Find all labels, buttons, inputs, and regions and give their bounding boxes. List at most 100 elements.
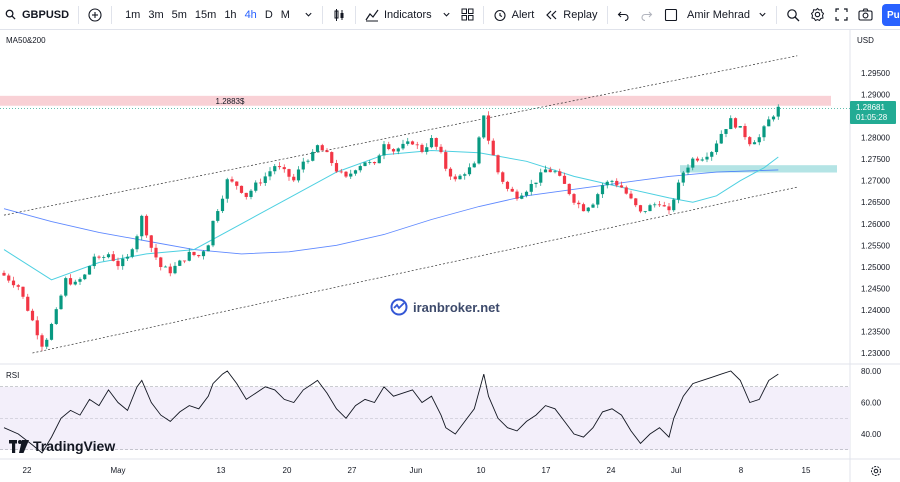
redo-button[interactable]	[635, 0, 658, 30]
symbol-label: GBPUSD	[22, 8, 70, 21]
candle-body	[672, 199, 676, 211]
candle-body	[624, 187, 628, 194]
candle-body	[311, 151, 315, 161]
fullscreen-icon	[835, 8, 848, 21]
candle-body	[562, 175, 567, 184]
undo-button[interactable]	[612, 0, 635, 30]
candle-body	[600, 185, 605, 195]
candle-body	[458, 175, 462, 180]
candle-body	[249, 190, 253, 197]
chart-settings-button[interactable]	[870, 464, 882, 482]
candle-body	[121, 258, 125, 267]
quick-search-button[interactable]	[781, 0, 805, 30]
candle-body	[144, 215, 149, 236]
publish-button[interactable]: Pu	[882, 4, 900, 26]
compare-button[interactable]	[83, 0, 107, 30]
candle-body	[178, 260, 182, 266]
symbol-search[interactable]: GBPUSD	[0, 0, 74, 30]
candle-body	[548, 169, 552, 173]
timeframe-4h[interactable]: 4h	[244, 8, 257, 21]
candle-body	[463, 174, 467, 176]
top-toolbar: GBPUSD 1m 3m 5m 15m 1h 4h D M Indicators Alert …	[0, 0, 900, 30]
candle-body	[505, 181, 510, 189]
candle-body	[429, 138, 434, 148]
candle-body	[116, 260, 120, 267]
candle-body	[539, 172, 543, 183]
candle-body	[173, 265, 177, 274]
candle-body	[591, 204, 595, 208]
candle-body	[87, 266, 92, 275]
fullscreen-button[interactable]	[830, 0, 853, 30]
candle-body	[83, 274, 87, 280]
candle-body	[396, 148, 400, 152]
candle-body	[524, 191, 529, 196]
candle-body	[496, 155, 500, 173]
candle-body	[349, 173, 353, 177]
timeframe-5m[interactable]: 5m	[171, 8, 187, 21]
divider	[482, 5, 484, 24]
divider	[321, 5, 323, 24]
indicators-button[interactable]: Indicators	[360, 0, 456, 30]
replay-button[interactable]: Replay	[539, 0, 602, 30]
settings-button[interactable]	[805, 0, 830, 30]
channel-lower-line	[32, 186, 798, 354]
user-name: Amir Mehrad	[687, 8, 750, 21]
ma50-line	[3, 149, 779, 281]
indicators-icon	[365, 9, 379, 21]
channel-upper-line	[3, 55, 798, 216]
timeframe-1m[interactable]: 1m	[125, 8, 141, 21]
rsi-indicator-label[interactable]: RSI	[6, 371, 20, 380]
price-axis-label: 1.29000	[861, 91, 890, 100]
candle-body	[292, 176, 296, 181]
time-axis-label: 8	[739, 466, 744, 475]
tradingview-logo[interactable]: TradingView	[9, 438, 115, 454]
candle-body	[358, 166, 362, 171]
channel-layer	[3, 55, 798, 354]
candle-body	[54, 309, 58, 324]
candle-body	[510, 188, 514, 192]
candle-body	[776, 106, 780, 117]
candle-body	[638, 205, 643, 212]
candle-body	[577, 202, 581, 205]
timeframe-dropdown[interactable]	[299, 0, 318, 30]
rsi-axis[interactable]: 80.00 60.00 40.00	[861, 367, 882, 439]
snapshot-button[interactable]	[853, 0, 878, 30]
time-axis[interactable]: 22 May 13 20 27 Jun 10 17 24 Jul 8 15	[23, 466, 811, 475]
timeframe-M[interactable]: M	[280, 8, 290, 21]
candle-body	[482, 115, 486, 138]
broker-logo-icon	[390, 298, 408, 316]
candle-body	[254, 182, 258, 191]
divider	[354, 5, 356, 24]
chevron-down-icon	[305, 12, 312, 17]
candle-body	[258, 182, 263, 184]
candle-body	[491, 140, 495, 156]
chart-canvas[interactable]: 1.2883$ 1.295001.290001.285001.280001.27…	[0, 30, 900, 482]
chart-type-button[interactable]	[327, 0, 351, 30]
candle-body	[382, 144, 386, 156]
timeframe-1h[interactable]: 1h	[224, 8, 237, 21]
candle-body	[653, 204, 657, 206]
alarm-clock-icon	[494, 9, 506, 21]
candle-body	[239, 185, 244, 193]
candle-body	[106, 254, 111, 258]
time-axis-label: 15	[802, 466, 811, 475]
candle-body	[111, 254, 115, 261]
layout-selector[interactable]: Amir Mehrad	[659, 0, 772, 30]
current-price-tag: 1.28681 01:05:28	[850, 101, 896, 124]
timeframe-3m[interactable]: 3m	[148, 8, 164, 21]
candle-body	[7, 275, 11, 281]
timeframe-15m[interactable]: 15m	[194, 8, 217, 21]
candle-body	[334, 163, 339, 172]
timeframe-D[interactable]: D	[264, 8, 273, 21]
alert-button[interactable]: Alert	[488, 0, 540, 30]
candle-body	[30, 310, 35, 321]
candle-body	[330, 152, 334, 164]
currency-label[interactable]: USD	[857, 36, 874, 45]
candle-body	[2, 272, 6, 276]
candle-body	[596, 194, 600, 205]
candle-body	[719, 133, 723, 144]
ma-indicator-label[interactable]: MA50&200	[6, 36, 46, 45]
candle-body	[729, 118, 733, 130]
candle-body	[159, 257, 163, 268]
layouts-button[interactable]	[456, 0, 479, 30]
